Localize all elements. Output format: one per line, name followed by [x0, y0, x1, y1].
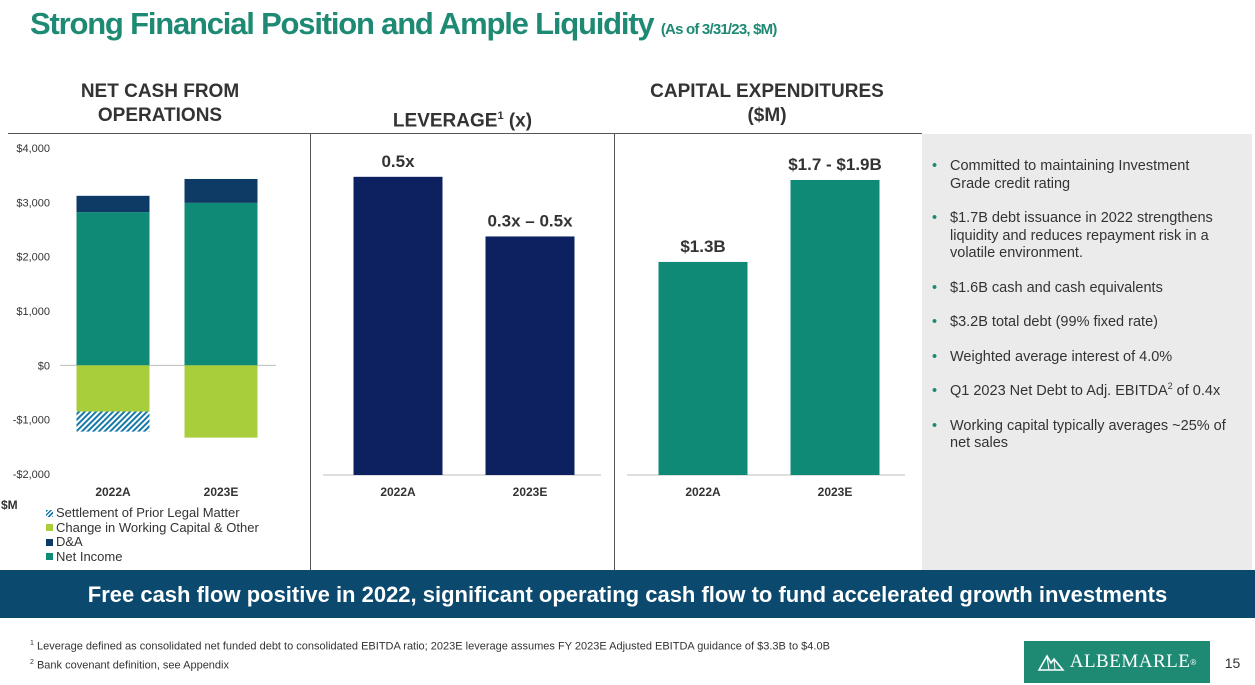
- unit-label: $M: [1, 498, 18, 512]
- divider-line-2: [614, 133, 615, 570]
- x-tick-label: 2022A: [685, 485, 721, 499]
- x-tick-label: 2023E: [513, 485, 548, 499]
- net-cash-heading-line2: OPERATIONS: [97, 105, 223, 126]
- y-tick-label: $4,000: [16, 143, 50, 155]
- highlight-bullet: Working capital typically averages ~25% …: [932, 418, 1232, 453]
- footnote: 2 Bank covenant definition, see Appendix: [30, 658, 229, 672]
- highlights-panel: Committed to maintaining Investment Grad…: [922, 134, 1252, 570]
- footnotes: 1 Leverage defined as consolidated net f…: [30, 636, 830, 673]
- logo-mountain-icon: [1037, 654, 1065, 671]
- x-tick-label: 2022A: [95, 485, 131, 499]
- logo-text: ALBEMARLE: [1069, 651, 1191, 672]
- capex-chart: $1.3B 2022A $1.7 - $1.9B 2023E: [627, 155, 905, 499]
- legend-swatch: [46, 509, 53, 517]
- leverage-heading-sup: 1: [497, 110, 504, 122]
- legend-swatch: [46, 538, 53, 546]
- divider-line-1: [310, 133, 311, 570]
- takeaway-banner: Free cash flow positive in 2022, signifi…: [0, 570, 1255, 618]
- legend-label: Change in Working Capital & Other: [56, 519, 259, 535]
- leverage-heading-text: LEVERAGE: [392, 110, 498, 132]
- y-tick-label: $2,000: [16, 252, 50, 264]
- legend-swatch: [46, 524, 53, 532]
- title-text: Strong Financial Position and Ample Liqu…: [30, 6, 655, 41]
- bar-net-income-2022a: [76, 212, 150, 366]
- leverage-heading: LEVERAGE1 (x): [330, 104, 595, 133]
- footnote: 1 Leverage defined as consolidated net f…: [30, 640, 830, 653]
- x-tick-label: 2022A: [380, 485, 416, 499]
- legend-label: D&A: [56, 534, 83, 549]
- y-tick-label: $0: [38, 360, 50, 372]
- bar-2023e: [485, 236, 575, 475]
- leverage-chart: 0.5x 2022A 0.3x – 0.5x 2023E: [323, 152, 601, 499]
- bar-change-in-working-capital-other-2022a: [76, 365, 150, 412]
- x-tick-label: 2023E: [204, 485, 239, 499]
- net-cash-heading-line1: NET CASH FROM: [80, 81, 240, 102]
- bar-d-a-2022a: [76, 195, 150, 213]
- legend-item: Net Income: [46, 548, 259, 565]
- net-cash-heading: NET CASH FROM OPERATIONS: [40, 80, 280, 128]
- title-subtitle: (As of 3/31/23, $M): [660, 21, 777, 38]
- bar-settlement-of-prior-legal-matter-2022a: [76, 411, 150, 432]
- bar-2022a: [353, 176, 443, 475]
- legend-item: D&A: [46, 534, 259, 550]
- y-tick-label: -$1,000: [13, 415, 50, 427]
- albemarle-logo: ALBEMARLE ®: [1024, 641, 1210, 683]
- legend-swatch: [46, 553, 53, 561]
- legend-label: Settlement of Prior Legal Matter: [56, 505, 240, 520]
- logo-mark: ®: [1190, 657, 1197, 667]
- y-tick-label: $3,000: [16, 197, 50, 209]
- legend-item: Settlement of Prior Legal Matter: [46, 505, 259, 521]
- capex-heading-line1: CAPITAL EXPENDITURES: [650, 81, 884, 102]
- highlight-bullet: $1.7B debt issuance in 2022 strengthens …: [932, 210, 1232, 263]
- legend-item: Change in Working Capital & Other: [46, 519, 259, 536]
- capex-heading-line2: ($M): [747, 105, 787, 126]
- highlights-list: Committed to maintaining Investment Grad…: [932, 158, 1232, 470]
- data-label: 0.5x: [381, 152, 415, 171]
- highlight-bullet: $1.6B cash and cash equivalents: [932, 280, 1232, 298]
- y-tick-label: $1,000: [16, 306, 50, 318]
- page-title: Strong Financial Position and Ample Liqu…: [30, 6, 777, 42]
- highlight-bullet: Q1 2023 Net Debt to Adj. EBITDA2 of 0.4x: [932, 382, 1232, 401]
- frame-top-line: [8, 133, 922, 134]
- x-tick-label: 2023E: [818, 485, 853, 499]
- bar-d-a-2023e: [184, 178, 258, 203]
- data-label: 0.3x – 0.5x: [487, 211, 573, 230]
- legend-label: Net Income: [56, 548, 123, 564]
- highlight-bullet: Weighted average interest of 4.0%: [932, 349, 1232, 367]
- page-number: 15: [1224, 655, 1241, 671]
- data-label: $1.3B: [680, 237, 725, 256]
- leverage-heading-unit: (x): [503, 110, 533, 132]
- bar-2023e: [790, 179, 880, 475]
- highlight-bullet: Committed to maintaining Investment Grad…: [932, 158, 1232, 193]
- capex-heading: CAPITAL EXPENDITURES ($M): [627, 80, 907, 128]
- y-tick-label: -$2,000: [13, 469, 50, 481]
- highlight-bullet: $3.2B total debt (99% fixed rate): [932, 314, 1232, 332]
- data-label: $1.7 - $1.9B: [788, 155, 882, 174]
- bar-net-income-2023e: [184, 202, 258, 366]
- bar-change-in-working-capital-other-2023e: [184, 365, 258, 438]
- bar-2022a: [658, 261, 748, 475]
- net-cash-chart: -$2,000 -$1,000 $0 $1,000 $2,000 $3,000 $4,000…: [13, 143, 276, 499]
- net-cash-legend: Settlement of Prior Legal Matter Change i…: [46, 505, 259, 565]
